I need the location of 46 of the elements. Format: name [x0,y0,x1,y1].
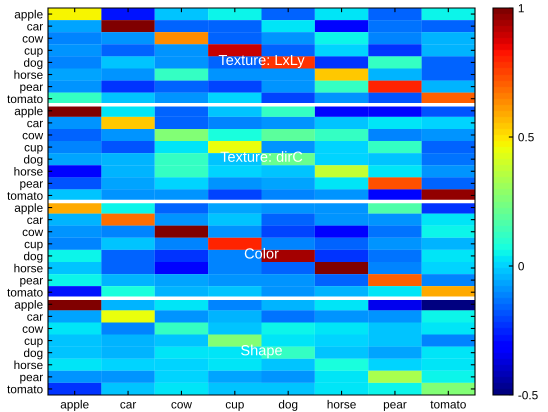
y-tick-label: tomato [7,95,43,104]
x-tick-label: cup [226,402,244,411]
y-tick-label: dog [24,58,42,70]
y-tick-label: horse [14,70,43,79]
x-tick-label: tomato [430,400,466,409]
y-tick-label: car [27,218,43,224]
annotation: Shape [241,344,282,358]
y-tick-label: dog [24,252,42,263]
x-tick-label: dog [278,400,298,411]
y-tick-label: cow [22,230,44,236]
y-tick-label: apple [14,106,43,118]
y-tick-label: car [27,120,43,128]
y-tick-label: cup [24,48,43,58]
y-tick-label: pear [20,374,43,384]
y-tick-label: car [27,24,43,31]
y-tick-label: horse [14,166,43,176]
color-bar-label: 0 [518,262,524,270]
color-bar-label: -0.5 [518,391,538,400]
y-tick-label: tomato [7,288,43,297]
y-tick-label: apple [14,10,43,21]
x-tick-label: cow [171,402,192,409]
x-tick-label: pear [384,402,407,411]
y-tick-label: cow [22,36,44,43]
color-bar-label: 0.5 [518,133,534,142]
y-tick-label: apple [14,300,43,312]
x-tick-label: apple [60,400,89,411]
y-tick-label: dog [24,348,42,360]
y-tick-label: car [27,314,43,321]
y-tick-label: cup [24,338,43,348]
annotation: Texture: dirC [220,151,302,162]
y-tick-label: cup [24,145,43,154]
y-tick-label: cow [22,132,44,140]
y-tick-label: cow [22,326,44,333]
y-tick-label: cup [24,242,43,251]
y-tick-label: tomato [7,386,43,394]
color-bar-label: 1 [518,4,524,12]
y-tick-label: apple [14,203,43,214]
y-tick-label: horse [14,360,43,370]
y-tick-label: pear [20,278,43,287]
x-tick-label: car [120,402,136,409]
y-tick-label: pear [20,84,43,94]
y-tick-label: horse [14,264,43,272]
y-tick-label: tomato [7,192,43,200]
y-tick-label: dog [24,154,42,166]
y-tick-label: pear [20,181,43,190]
x-tick-label: horse [328,400,356,409]
